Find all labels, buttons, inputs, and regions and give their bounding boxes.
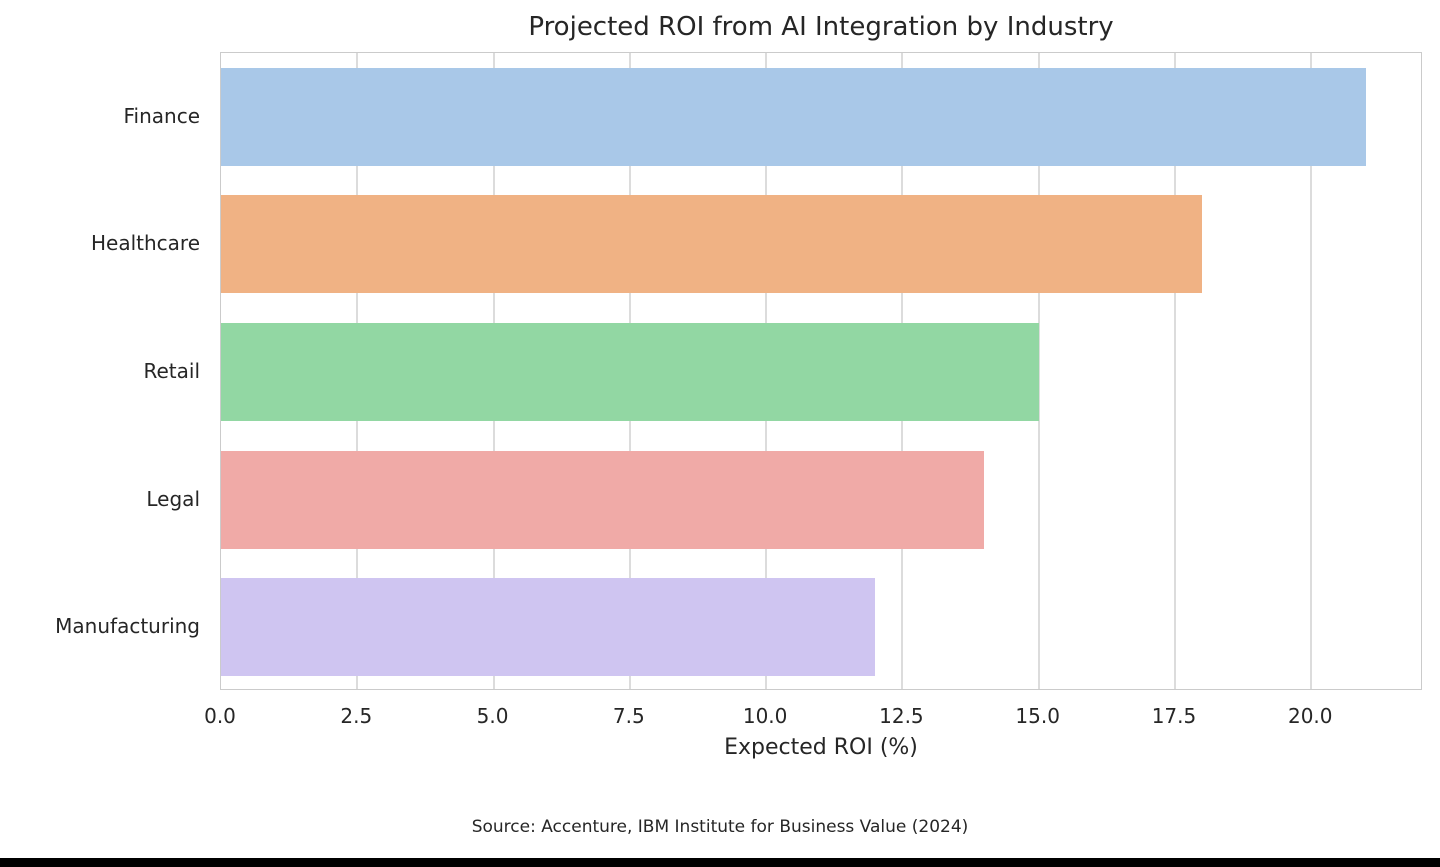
y-category-label: Legal bbox=[146, 486, 200, 511]
x-axis-label: Expected ROI (%) bbox=[724, 735, 918, 760]
bar-healthcare bbox=[221, 195, 1203, 294]
gridline bbox=[1037, 53, 1040, 689]
y-category-label: Healthcare bbox=[90, 231, 200, 256]
bar-manufacturing bbox=[221, 578, 876, 677]
x-tick-label: 17.5 bbox=[1151, 704, 1197, 728]
y-category-label: Manufacturing bbox=[55, 614, 200, 639]
bar-retail bbox=[221, 323, 1039, 421]
source-note: Source: Accenture, IBM Institute for Bus… bbox=[471, 817, 969, 837]
y-category-label: Retail bbox=[143, 359, 200, 383]
gridline bbox=[1310, 53, 1313, 689]
x-tick-label: 0.0 bbox=[204, 704, 236, 728]
chart-title: Projected ROI from AI Integration by Ind… bbox=[528, 12, 1114, 42]
x-tick-label: 20.0 bbox=[1287, 704, 1333, 728]
bar-legal bbox=[221, 450, 985, 549]
plot-area bbox=[220, 52, 1422, 690]
x-tick-label: 10.0 bbox=[742, 704, 788, 728]
bar-finance bbox=[221, 67, 1366, 166]
bars bbox=[221, 53, 1421, 689]
gridline bbox=[1173, 53, 1176, 689]
x-tick-label: 2.5 bbox=[340, 704, 373, 728]
x-tick-label: 7.5 bbox=[612, 704, 645, 728]
x-tick-label: 5.0 bbox=[476, 704, 509, 728]
bottom-border-bar bbox=[0, 858, 1440, 867]
x-tick-label: 12.5 bbox=[879, 704, 924, 728]
y-axis-labels: Finance Healthcare Retail Legal Manufacturin… bbox=[0, 0, 200, 867]
x-tick-label: 15.0 bbox=[1015, 704, 1060, 728]
y-category-label: Finance bbox=[123, 103, 200, 128]
